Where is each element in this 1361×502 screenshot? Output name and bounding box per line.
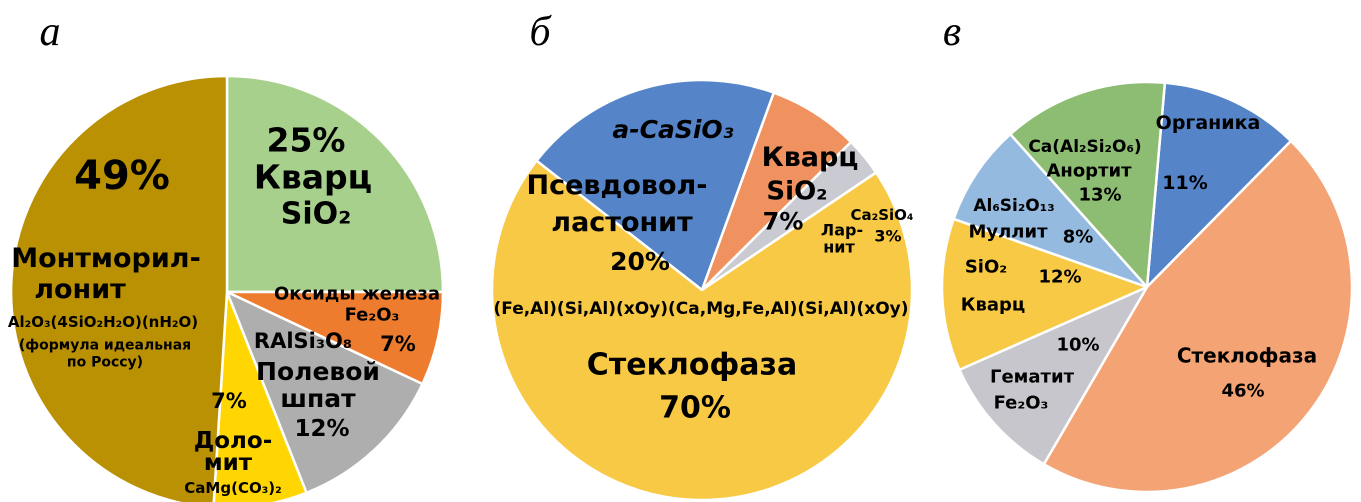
label-a-montmorillonite-formula: Al₂O₃(4SiO₂H₂O)(nH₂O) xyxy=(7,313,199,332)
pie-slice-4 xyxy=(952,132,1149,289)
label-a-montmorillonite-note1: (формула идеальная xyxy=(18,337,192,354)
label-b-quartz-name: Кварц xyxy=(761,141,859,173)
label-a-feldspar-name1: Полевой xyxy=(256,356,380,386)
pie-slice-0 xyxy=(535,78,776,292)
label-v-anorthite-name: Анортит xyxy=(1046,160,1132,182)
label-b-pseudowollastonite-name2: ластонит xyxy=(551,206,693,238)
label-v-hematite-formula: Fe₂O₃ xyxy=(993,392,1049,414)
panel-letter-a: а xyxy=(39,9,61,55)
label-a-feldspar-pct: 12% xyxy=(294,415,350,442)
panel-b: б а-CaSiO₃ Псевдовол- ластонит 20% Кварц… xyxy=(460,0,930,502)
label-a-montmorillonite-note2: по Россу) xyxy=(66,354,144,371)
label-a-dolomite-name2: мит xyxy=(203,449,253,476)
panel-letter-b: б xyxy=(529,9,551,55)
label-a-dolomite-formula: CaMg(CO₃)₂ xyxy=(184,479,282,498)
pie-slice-3 xyxy=(940,217,1149,371)
label-v-glass-pct: 46% xyxy=(1221,380,1265,402)
pie-slice-4 xyxy=(9,74,229,502)
label-v-organics-name: Органика xyxy=(1155,112,1261,135)
label-a-iron-name: Оксиды железа xyxy=(274,283,440,305)
pie-chart-v xyxy=(940,80,1354,494)
label-b-larnite-pct: 3% xyxy=(874,226,902,246)
label-v-quartz-pct: 12% xyxy=(1038,266,1082,288)
pie-chart-a xyxy=(9,74,445,502)
label-v-quartz-formula: SiO₂ xyxy=(964,256,1008,278)
label-a-dolomite-name1: Доло- xyxy=(193,427,273,454)
label-v-hematite-name: Гематит xyxy=(989,366,1075,388)
panel-v: в Ca(Al₂Si₂O₆) Анортит 13% Органика 11% … xyxy=(930,0,1361,502)
pie-slice-0 xyxy=(1145,81,1293,289)
label-b-larnite-name1: Лар- xyxy=(820,220,864,240)
label-b-larnite-name2: нит xyxy=(823,237,855,257)
pie-slice-5 xyxy=(1009,80,1167,289)
label-a-quartz-name: Кварц xyxy=(253,157,373,197)
panel-letter-v: в xyxy=(942,9,962,55)
label-a-dolomite-pct: 7% xyxy=(211,388,247,413)
label-b-pseudowollastonite-formula: а-CaSiO₃ xyxy=(612,114,734,144)
label-b-pseudowollastonite-name1: Псевдовол- xyxy=(526,169,708,201)
label-a-feldspar-name2: шпат xyxy=(280,383,356,413)
label-b-glass-formula: (Fe,Al)(Si,Al)(xOy)(Ca,Mg,Fe,Al)(Si,Al)(… xyxy=(493,299,909,320)
label-v-anorthite-formula: Ca(Al₂Si₂O₆) xyxy=(1028,137,1142,158)
label-a-quartz-pct: 25% xyxy=(266,120,346,160)
label-a-quartz-formula: SiO₂ xyxy=(280,196,352,232)
label-v-mullite-pct: 8% xyxy=(1062,226,1094,248)
label-b-larnite-formula: Ca₂SiO₄ xyxy=(850,206,914,225)
label-a-montmorillonite-name2: лонит xyxy=(34,273,126,305)
label-b-quartz-pct: 7% xyxy=(762,207,804,236)
pie-slice-1 xyxy=(1042,139,1354,494)
panel-a: а 49% Монтморил- лонит Al₂O₃(4SiO₂H₂O)(n… xyxy=(0,0,460,502)
pie-chart-b xyxy=(490,78,914,502)
label-v-mullite-name: Муллит xyxy=(968,221,1048,243)
label-v-quartz-name: Кварц xyxy=(960,294,1026,316)
label-v-mullite-formula: Al₆Si₂O₁₃ xyxy=(973,196,1055,217)
label-b-glass-name: Стеклофаза xyxy=(586,347,798,383)
pie-slice-3 xyxy=(490,159,914,502)
pie-slice-2 xyxy=(958,285,1149,466)
pie-slice-2 xyxy=(225,290,424,495)
label-a-montmorillonite-name1: Монтморил- xyxy=(11,242,201,274)
label-v-glass-name: Стеклофаза xyxy=(1176,343,1318,368)
label-a-montmorillonite-pct: 49% xyxy=(74,153,170,199)
label-b-pseudowollastonite-pct: 20% xyxy=(610,246,670,276)
label-b-quartz-formula: SiO₂ xyxy=(766,176,828,207)
label-v-hematite-pct: 10% xyxy=(1056,334,1100,356)
label-a-feldspar-formula: RAlSi₃O₈ xyxy=(253,328,353,353)
pie-slice-0 xyxy=(225,74,445,294)
label-b-glass-pct: 70% xyxy=(659,390,731,426)
label-v-organics-pct: 11% xyxy=(1162,172,1208,195)
label-a-iron-pct: 7% xyxy=(380,331,416,356)
label-v-anorthite-pct: 13% xyxy=(1078,184,1122,206)
pie-slice-3 xyxy=(212,290,308,502)
label-a-iron-formula: Fe₂O₃ xyxy=(344,304,400,326)
